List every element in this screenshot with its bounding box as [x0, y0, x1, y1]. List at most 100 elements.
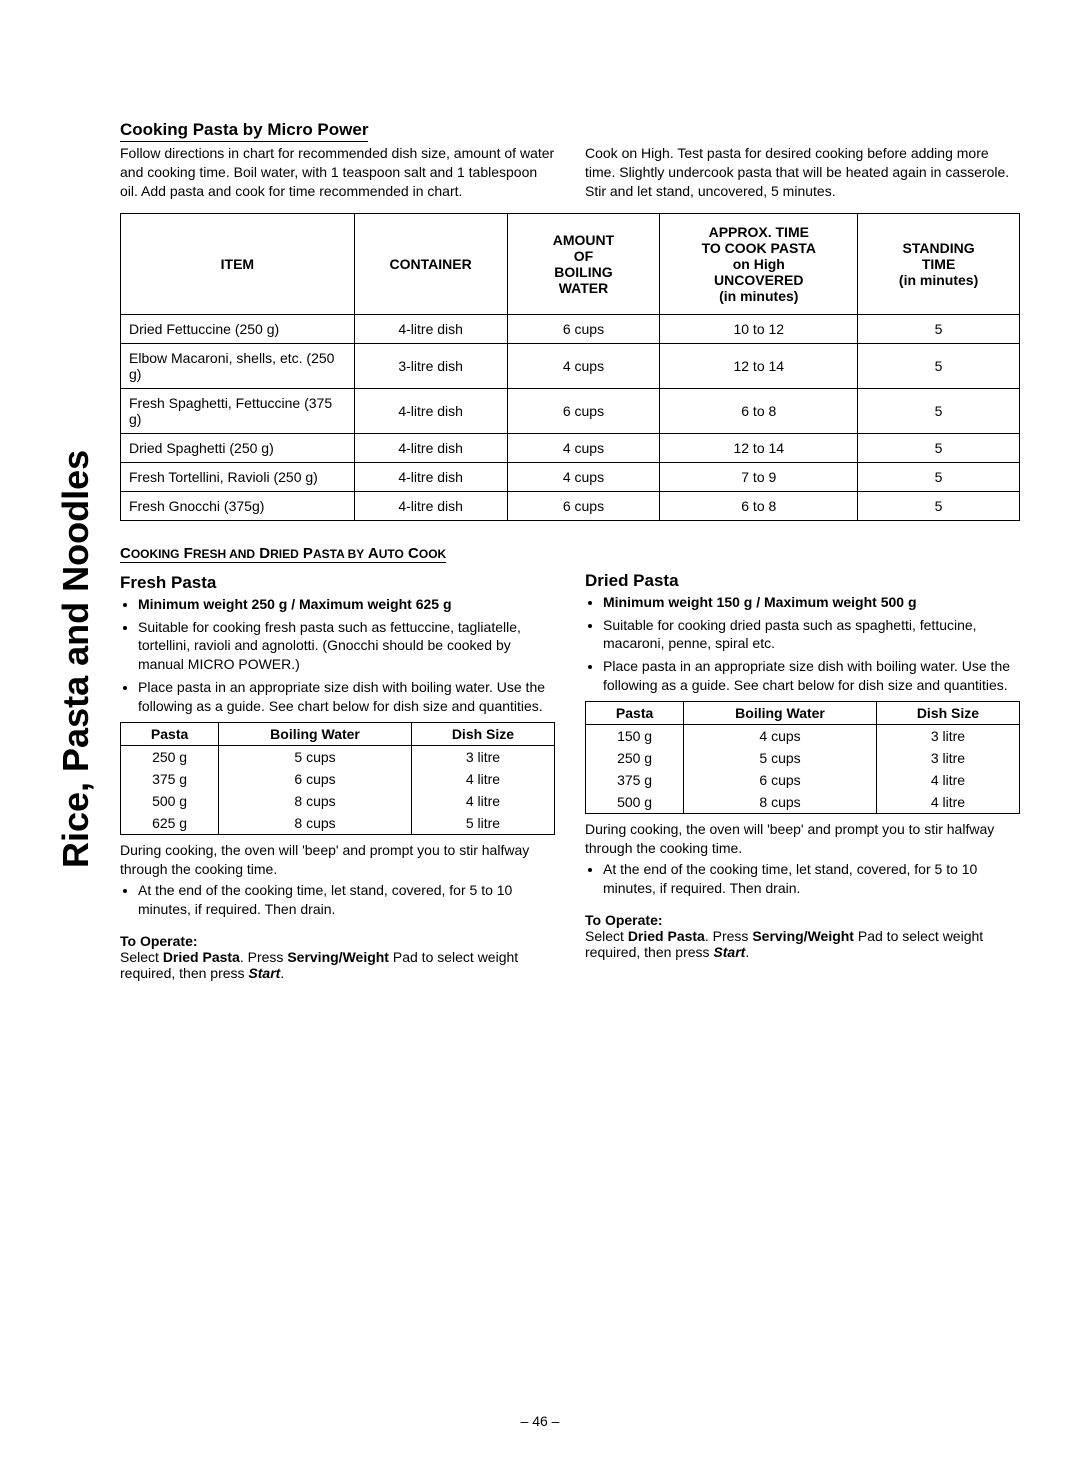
- cell: 500 g: [121, 790, 219, 812]
- cell: Dried Fettuccine (250 g): [121, 314, 355, 343]
- th: CONTAINER: [354, 213, 507, 314]
- cell: 6 cups: [507, 314, 660, 343]
- cell: 3 litre: [876, 725, 1019, 748]
- table-row: 250 g5 cups3 litre: [121, 746, 555, 769]
- cell: 8 cups: [219, 790, 412, 812]
- cell: 6 to 8: [660, 491, 858, 520]
- cell: 12 to 14: [660, 343, 858, 388]
- section-title: Cooking Pasta by Micro Power: [120, 120, 368, 142]
- th: STANDINGTIME(in minutes): [858, 213, 1020, 314]
- th: Dish Size: [876, 702, 1019, 725]
- dried-weight: Minimum weight 150 g / Maximum weight 50…: [603, 593, 1020, 612]
- cell: 250 g: [586, 747, 684, 769]
- fresh-after1: During cooking, the oven will 'beep' and…: [120, 841, 555, 879]
- cell: 5: [858, 433, 1020, 462]
- cell: 5: [858, 343, 1020, 388]
- cell: 375 g: [586, 769, 684, 791]
- table-row: Dried Fettuccine (250 g)4-litre dish6 cu…: [121, 314, 1020, 343]
- cell: 5: [858, 314, 1020, 343]
- cell: 4 cups: [507, 343, 660, 388]
- cell: 150 g: [586, 725, 684, 748]
- cell: 3 litre: [411, 746, 554, 769]
- cell: Fresh Spaghetti, Fettuccine (375 g): [121, 388, 355, 433]
- dried-table: Pasta Boiling Water Dish Size 150 g4 cup…: [585, 701, 1020, 814]
- th: AMOUNTOFBOILINGWATER: [507, 213, 660, 314]
- th: ITEM: [121, 213, 355, 314]
- cell: 5 litre: [411, 812, 554, 835]
- cell: 5 cups: [219, 746, 412, 769]
- cell: Fresh Tortellini, Ravioli (250 g): [121, 462, 355, 491]
- cell: 4-litre dish: [354, 462, 507, 491]
- page-number: – 46 –: [0, 1413, 1080, 1429]
- cell: 12 to 14: [660, 433, 858, 462]
- fresh-table: Pasta Boiling Water Dish Size 250 g5 cup…: [120, 722, 555, 835]
- fresh-bullet: Suitable for cooking fresh pasta such as…: [138, 618, 555, 675]
- th: Boiling Water: [219, 723, 412, 746]
- intro-left: Follow directions in chart for recommend…: [120, 144, 555, 201]
- fresh-bullet: Place pasta in an appropriate size dish …: [138, 678, 555, 716]
- cell: 4 litre: [876, 791, 1019, 814]
- main-table: ITEMCONTAINERAMOUNTOFBOILINGWATERAPPROX.…: [120, 213, 1020, 521]
- dried-bullet: Place pasta in an appropriate size dish …: [603, 657, 1020, 695]
- cell: 8 cups: [219, 812, 412, 835]
- table-row: 250 g5 cups3 litre: [586, 747, 1020, 769]
- cell: 4-litre dish: [354, 314, 507, 343]
- cell: 5 cups: [684, 747, 877, 769]
- table-row: Elbow Macaroni, shells, etc. (250 g)3-li…: [121, 343, 1020, 388]
- dried-bullet: Suitable for cooking dried pasta such as…: [603, 616, 1020, 654]
- dried-operate-label: To Operate:: [585, 912, 1020, 928]
- th: Boiling Water: [684, 702, 877, 725]
- dried-operate: Select Dried Pasta. Press Serving/Weight…: [585, 928, 1020, 960]
- cell: 3 litre: [876, 747, 1019, 769]
- cell: 625 g: [121, 812, 219, 835]
- cell: 4-litre dish: [354, 491, 507, 520]
- cell: 6 cups: [219, 768, 412, 790]
- th: Pasta: [586, 702, 684, 725]
- dried-after2: At the end of the cooking time, let stan…: [603, 860, 1020, 898]
- cell: 10 to 12: [660, 314, 858, 343]
- cell: 6 cups: [507, 388, 660, 433]
- cell: Elbow Macaroni, shells, etc. (250 g): [121, 343, 355, 388]
- table-row: 500 g8 cups4 litre: [121, 790, 555, 812]
- cell: 8 cups: [684, 791, 877, 814]
- cell: 6 to 8: [660, 388, 858, 433]
- fresh-operate-label: To Operate:: [120, 933, 555, 949]
- cell: Dried Spaghetti (250 g): [121, 433, 355, 462]
- fresh-operate: Select Dried Pasta. Press Serving/Weight…: [120, 949, 555, 981]
- cell: 3-litre dish: [354, 343, 507, 388]
- cell: 6 cups: [507, 491, 660, 520]
- autocook-heading: COOKING FRESH AND DRIED PASTA BY AUTO CO…: [120, 545, 446, 563]
- main-table-header-row: ITEMCONTAINERAMOUNTOFBOILINGWATERAPPROX.…: [121, 213, 1020, 314]
- cell: 4-litre dish: [354, 433, 507, 462]
- table-row: Fresh Spaghetti, Fettuccine (375 g)4-lit…: [121, 388, 1020, 433]
- main-table-body: Dried Fettuccine (250 g)4-litre dish6 cu…: [121, 314, 1020, 520]
- table-row: 375 g6 cups4 litre: [586, 769, 1020, 791]
- dried-table-body: 150 g4 cups3 litre250 g5 cups3 litre375 …: [586, 725, 1020, 814]
- intro-right: Cook on High. Test pasta for desired coo…: [585, 144, 1020, 201]
- cell: 4 cups: [507, 462, 660, 491]
- dried-title: Dried Pasta: [585, 571, 1020, 591]
- fresh-table-body: 250 g5 cups3 litre375 g6 cups4 litre500 …: [121, 746, 555, 835]
- th: APPROX. TIMETO COOK PASTAon HighUNCOVERE…: [660, 213, 858, 314]
- cell: 4 litre: [411, 768, 554, 790]
- cell: 5: [858, 462, 1020, 491]
- cell: 4 cups: [507, 433, 660, 462]
- table-row: Dried Spaghetti (250 g)4-litre dish4 cup…: [121, 433, 1020, 462]
- table-row: 625 g8 cups5 litre: [121, 812, 555, 835]
- cell: 4 litre: [876, 769, 1019, 791]
- cell: Fresh Gnocchi (375g): [121, 491, 355, 520]
- table-row: 500 g8 cups4 litre: [586, 791, 1020, 814]
- table-row: 375 g6 cups4 litre: [121, 768, 555, 790]
- cell: 375 g: [121, 768, 219, 790]
- dried-after1: During cooking, the oven will 'beep' and…: [585, 820, 1020, 858]
- cell: 500 g: [586, 791, 684, 814]
- th: Dish Size: [411, 723, 554, 746]
- fresh-weight: Minimum weight 250 g / Maximum weight 62…: [138, 595, 555, 614]
- th: Pasta: [121, 723, 219, 746]
- cell: 250 g: [121, 746, 219, 769]
- fresh-title: Fresh Pasta: [120, 573, 555, 593]
- table-row: 150 g4 cups3 litre: [586, 725, 1020, 748]
- cell: 5: [858, 491, 1020, 520]
- cell: 6 cups: [684, 769, 877, 791]
- fresh-after2: At the end of the cooking time, let stan…: [138, 881, 555, 919]
